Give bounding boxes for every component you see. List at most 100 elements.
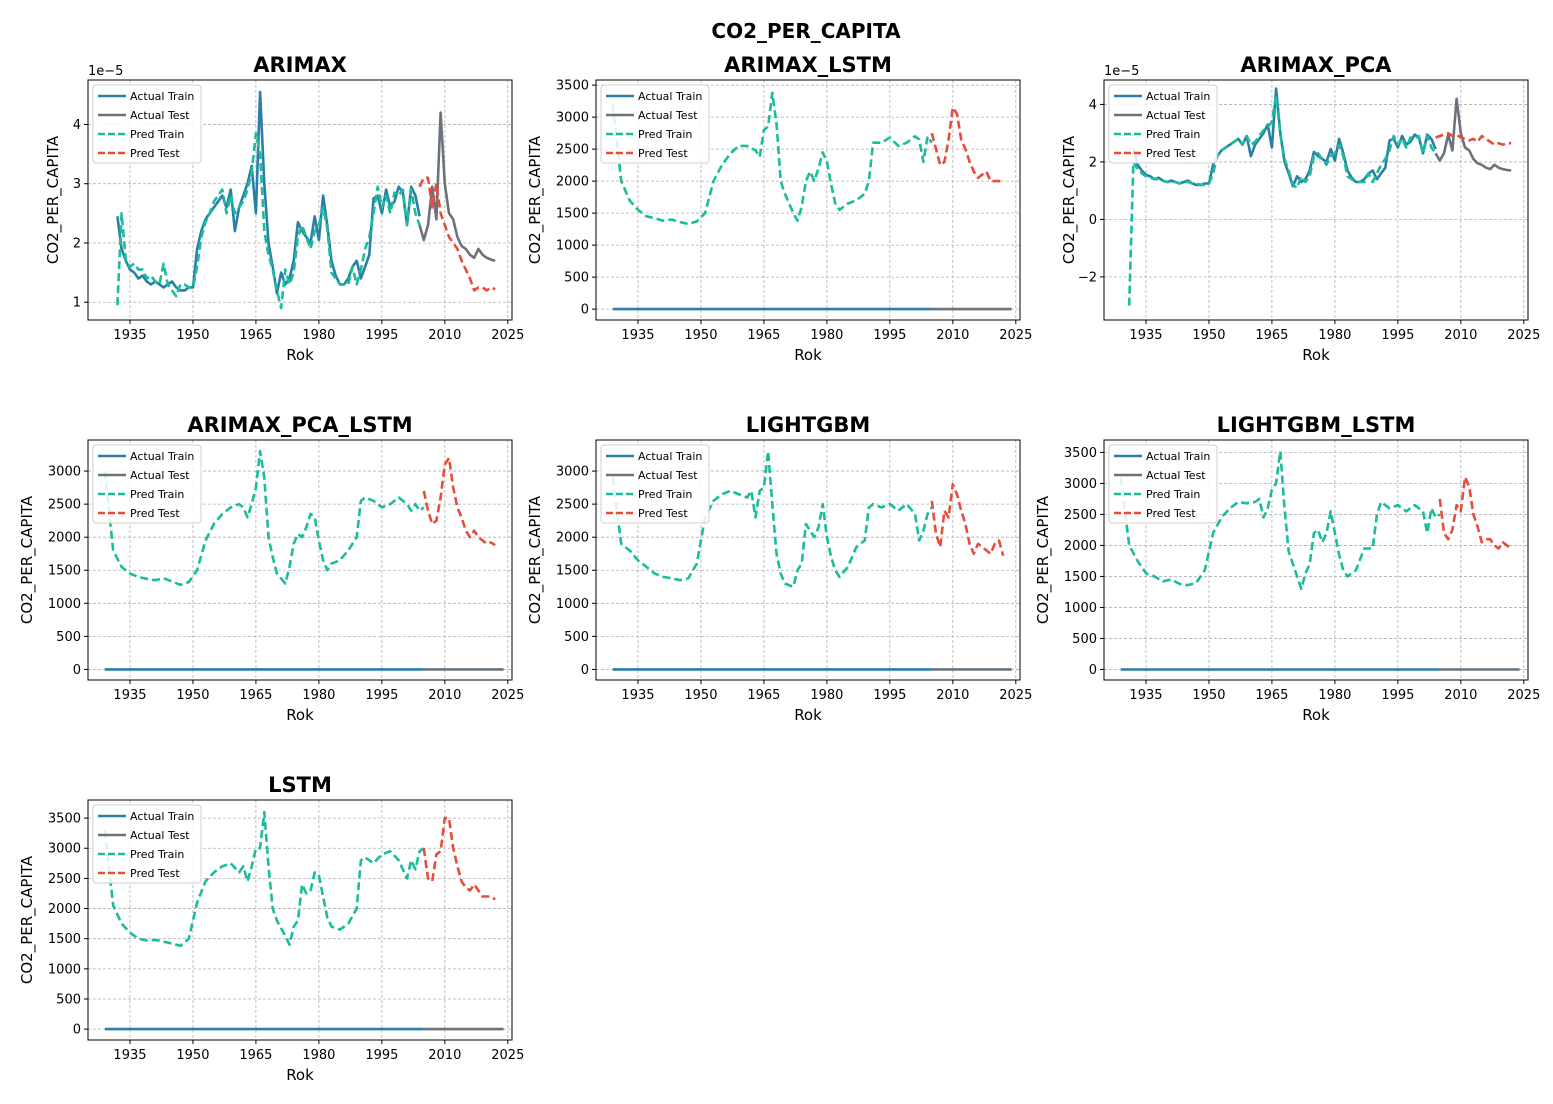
y-tick-label: 3: [73, 177, 81, 192]
legend-box: [92, 804, 202, 884]
series-line-pred-train: [1127, 94, 1437, 306]
y-axis-label: CO2_PER_CAPITA: [18, 495, 37, 624]
legend-label: Actual Train: [130, 810, 194, 823]
y-tick-label: 1: [73, 296, 81, 311]
y-tick-label: 500: [56, 630, 81, 645]
y-tick-label: 2000: [48, 902, 81, 917]
y-axis-label: CO2_PER_CAPITA: [1060, 135, 1079, 264]
legend-label: Actual Test: [638, 469, 698, 482]
y-tick-label: 2000: [556, 531, 589, 546]
legend-label: Pred Train: [130, 488, 184, 501]
x-tick-label: 2025: [999, 328, 1032, 343]
axes-frame: [1103, 79, 1529, 321]
legend-label: Actual Test: [130, 829, 190, 842]
legend-label: Pred Train: [1146, 488, 1200, 501]
legend-label: Actual Train: [638, 450, 702, 463]
y-tick-label: 500: [564, 630, 589, 645]
legend-label: Actual Test: [130, 469, 190, 482]
series-line-pred-test: [418, 176, 496, 292]
x-tick-label: 2010: [428, 328, 461, 343]
y-tick-label: 1500: [556, 207, 589, 222]
series-line-pred-test: [1435, 131, 1512, 146]
y-tick-label: 1000: [48, 962, 81, 977]
x-tick-label: 1935: [1129, 688, 1162, 703]
y-tick-label: 1500: [1064, 570, 1097, 585]
panel-title: LIGHTGBM_LSTM: [1217, 413, 1416, 437]
series-group: [103, 810, 504, 1031]
y-tick-label: 0: [73, 663, 81, 678]
y-tick-label: 0: [581, 663, 589, 678]
legend: Actual Train Actual Test Pred Train Pred Te…: [1108, 84, 1218, 164]
x-tick-label: 1950: [1192, 688, 1225, 703]
x-tick-label: 1965: [239, 688, 272, 703]
x-tick-label: 1950: [684, 688, 717, 703]
legend-label: Pred Train: [1146, 128, 1200, 141]
y-tick-label: 1000: [1064, 601, 1097, 616]
y-tick-label: 1500: [48, 932, 81, 947]
legend-label: Pred Test: [130, 147, 180, 160]
series-group: [611, 449, 1012, 671]
legend-box: [600, 84, 710, 164]
y-tick-label: 1000: [556, 239, 589, 254]
panel-title: ARIMAX_LSTM: [724, 53, 892, 77]
x-tick-label: 1935: [1129, 328, 1162, 343]
legend-label: Actual Train: [130, 450, 194, 463]
legend: Actual Train Actual Test Pred Train Pred Te…: [92, 804, 202, 884]
y-tick-label: 500: [1072, 632, 1097, 647]
axes-frame: [595, 439, 1021, 681]
legend-label: Pred Test: [130, 867, 180, 880]
axes-frame: [87, 79, 513, 321]
x-tick-label: 1935: [113, 328, 146, 343]
x-tick-label: 1965: [747, 688, 780, 703]
legend-box: [92, 444, 202, 524]
panel-5: 1935 1950 1965 1980 1995 2010 2025 0 500 1000 1500…: [526, 413, 1032, 724]
x-tick-label: 1965: [747, 328, 780, 343]
axes-frame: [1103, 439, 1529, 681]
x-axis-label: Rok: [286, 1066, 314, 1084]
y-tick-label: 2500: [556, 143, 589, 158]
legend: Actual Train Actual Test Pred Train Pred Te…: [600, 84, 710, 164]
legend-label: Actual Train: [1146, 90, 1210, 103]
y-offset-label: 1e−5: [1104, 64, 1139, 79]
x-tick-label: 1980: [1318, 328, 1351, 343]
x-axis-label: Rok: [1302, 706, 1330, 724]
legend-label: Actual Test: [638, 109, 698, 122]
x-tick-label: 1995: [873, 328, 906, 343]
panel-title: ARIMAX: [253, 53, 347, 77]
legend-label: Pred Train: [638, 488, 692, 501]
legend-box: [1108, 84, 1218, 164]
y-tick-label: −2: [1078, 270, 1097, 285]
x-tick-label: 1980: [302, 328, 335, 343]
panel-title: LIGHTGBM: [746, 413, 870, 437]
series-group: [611, 91, 1012, 311]
series-line-pred-train: [611, 449, 933, 589]
legend-label: Pred Test: [1146, 147, 1196, 160]
x-tick-label: 1995: [1381, 688, 1414, 703]
y-tick-label: 0: [73, 1023, 81, 1038]
x-tick-label: 1950: [684, 328, 717, 343]
legend: Actual Train Actual Test Pred Train Pred Te…: [1108, 444, 1218, 524]
panel-6: 1935 1950 1965 1980 1995 2010 2025 0 500 1000 1500…: [1034, 413, 1540, 724]
x-tick-label: 2025: [1507, 328, 1540, 343]
x-tick-label: 1980: [302, 1048, 335, 1063]
series-line-pred-test: [1438, 475, 1512, 550]
series-line-pred-test: [422, 456, 496, 547]
series-line-pred-test: [930, 106, 1004, 184]
x-tick-label: 1995: [873, 688, 906, 703]
legend-label: Pred Test: [130, 507, 180, 520]
panel-4: 1935 1950 1965 1980 1995 2010 2025 0 500 1000 1500…: [18, 413, 524, 724]
series-line-pred-train: [103, 810, 425, 948]
x-tick-label: 1995: [365, 1048, 398, 1063]
y-axis-label: CO2_PER_CAPITA: [44, 135, 63, 264]
y-axis-label: CO2_PER_CAPITA: [1034, 495, 1053, 624]
x-tick-label: 1950: [176, 688, 209, 703]
x-tick-label: 1995: [365, 688, 398, 703]
x-tick-label: 2010: [1444, 328, 1477, 343]
x-tick-label: 1950: [176, 328, 209, 343]
legend-box: [92, 84, 202, 164]
y-tick-label: 2000: [48, 531, 81, 546]
figure-title: CO2_PER_CAPITA: [711, 19, 901, 43]
y-tick-label: 3000: [556, 465, 589, 480]
y-tick-label: 2000: [1064, 539, 1097, 554]
